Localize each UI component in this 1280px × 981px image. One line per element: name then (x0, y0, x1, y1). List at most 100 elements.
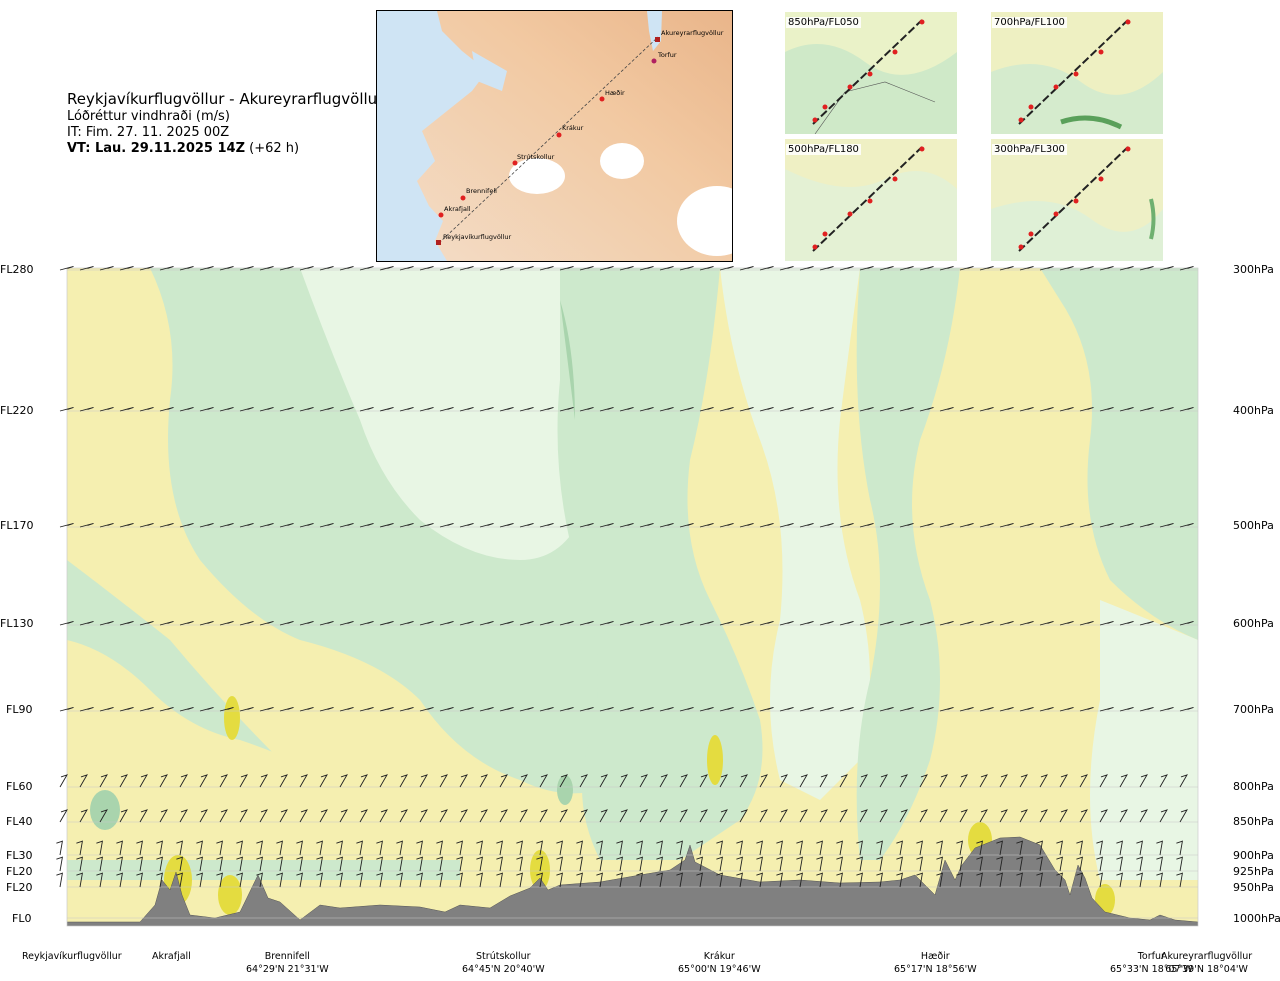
wind-barb (879, 774, 888, 788)
wind-barb (516, 840, 523, 856)
wind-barb (956, 856, 963, 872)
wind-barb (499, 774, 508, 788)
wind-barb (399, 522, 414, 528)
wind-barb (219, 774, 228, 788)
wind-barb (1019, 809, 1028, 823)
pressure-label-500: 500hPa (1233, 519, 1274, 532)
wind-barb (979, 265, 994, 271)
wind-barb (96, 856, 103, 872)
wind-barb (999, 522, 1014, 528)
wind-barb (439, 265, 454, 271)
wind-barb (359, 620, 374, 626)
wind-barb (959, 774, 968, 788)
wind-barb (276, 856, 283, 872)
wind-barb (639, 706, 654, 712)
level-map-850[interactable]: 850hPa/FL050 (785, 12, 957, 134)
wind-barb (519, 265, 534, 271)
wind-barb (716, 840, 723, 856)
strong-downdraft-core-3 (557, 775, 573, 805)
wind-barb (776, 872, 783, 888)
wind-barb (479, 620, 494, 626)
wind-barb (119, 809, 128, 823)
waypoint-torfur: Torfur 65°33'N 18°07'W (1110, 950, 1193, 976)
wind-barb (779, 774, 788, 788)
waypoint-marker-haedir (599, 96, 605, 102)
wind-barb (119, 774, 128, 788)
wind-barb (876, 872, 883, 888)
fjord-west (472, 51, 507, 91)
wind-barb (319, 706, 334, 712)
wind-barb (739, 406, 754, 412)
wind-barb (1159, 774, 1168, 788)
wind-barb (839, 620, 854, 626)
wind-barb (939, 774, 948, 788)
wind-barb (239, 265, 254, 271)
level-map-300[interactable]: 300hPa/FL300 (991, 139, 1163, 261)
wind-barb (859, 706, 874, 712)
wind-barb (919, 406, 934, 412)
wind-barb (199, 522, 214, 528)
wind-barb (979, 706, 994, 712)
wind-barb (239, 522, 254, 528)
wind-barb (559, 774, 568, 788)
wind-barb (619, 620, 634, 626)
wind-barb (659, 620, 674, 626)
wind-barb (839, 774, 848, 788)
wind-barb (56, 840, 63, 856)
waypoint-marker-strutskollur (512, 160, 518, 166)
wind-barb (899, 406, 914, 412)
wind-barb (436, 840, 443, 856)
wind-barb (739, 265, 754, 271)
waypoint-reykjavikurflugvollur: Reykjavíkurflugvöllur (22, 950, 122, 963)
wind-barb (419, 774, 428, 788)
wind-barb (739, 522, 754, 528)
wind-barb (939, 265, 954, 271)
wind-barb (399, 774, 408, 788)
wind-barb (219, 522, 234, 528)
cross-section-plot: FL280 FL220 FL170 FL130 FL90 FL60 FL40 F… (0, 262, 1280, 932)
waypoint-coords: 65°17'N 18°56'W (894, 964, 977, 975)
wind-barb (899, 620, 914, 626)
wind-barb (959, 265, 974, 271)
level-map-500[interactable]: 500hPa/FL180 (785, 139, 957, 261)
wind-barb (256, 872, 263, 888)
wind-barb (736, 840, 743, 856)
wind-barb (319, 774, 328, 788)
wind-barb (559, 406, 574, 412)
wind-barb (439, 706, 454, 712)
wind-barb (596, 840, 603, 856)
wind-barb (299, 265, 314, 271)
wind-barb (679, 706, 694, 712)
wind-barb (779, 406, 794, 412)
wind-barb (1056, 872, 1063, 888)
wind-barb (539, 265, 554, 271)
wind-barb (99, 265, 114, 271)
wind-barb (619, 522, 634, 528)
wind-barb (836, 856, 843, 872)
level-map-700[interactable]: 700hPa/FL100 (991, 12, 1163, 134)
wind-barb (456, 872, 463, 888)
wind-barb (716, 856, 723, 872)
wind-barb (599, 706, 614, 712)
wind-barb (699, 620, 714, 626)
wind-barb (136, 856, 143, 872)
wind-barb (576, 856, 583, 872)
wind-barb (239, 620, 254, 626)
wind-barb (136, 872, 143, 888)
waypoint-name: Brennifell (264, 951, 310, 962)
wind-barb (79, 406, 94, 412)
wind-barb (579, 265, 594, 271)
wind-barb (676, 840, 683, 856)
wind-barb (599, 522, 614, 528)
wind-barb (1139, 809, 1148, 823)
wind-barb (1059, 809, 1068, 823)
wind-barb (1176, 840, 1183, 856)
wind-barb (876, 856, 883, 872)
wind-barb (216, 856, 223, 872)
wind-barb (439, 620, 454, 626)
map-label-reykjavikurflugvollur: Reykjavíkurflugvöllur (443, 233, 512, 241)
wind-barb (499, 265, 514, 271)
wind-barb (916, 872, 923, 888)
wind-barb (916, 856, 923, 872)
wind-barb (519, 620, 534, 626)
